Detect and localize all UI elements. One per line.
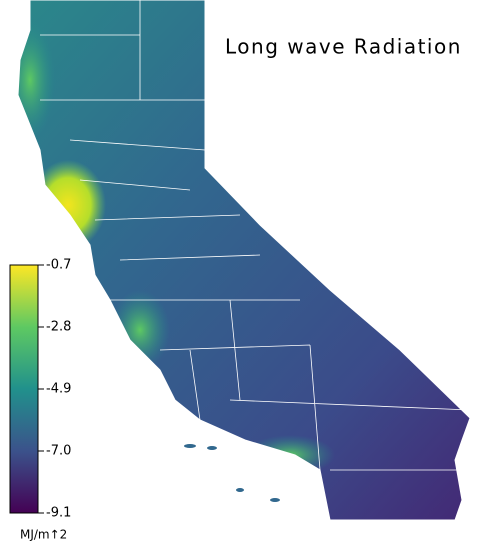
colorbar-tick-label: -7.0 [46, 444, 71, 459]
map-title: Long wave Radiation [225, 35, 462, 59]
colorbar-unit: MJ/m↑2 [20, 528, 67, 542]
colorbar-tick-label: -9.1 [46, 506, 71, 521]
channel-islands [184, 444, 280, 502]
county-lines [40, 0, 470, 471]
colorbar-tick-label: -4.9 [46, 382, 71, 397]
colorbar [9, 264, 39, 514]
la-high [245, 435, 335, 475]
north-coast-high [18, 20, 55, 140]
bay-area-high [30, 160, 106, 250]
central-coast-high [110, 290, 170, 370]
colorbar-tick-label: -0.7 [46, 258, 71, 273]
state-outline [17, 0, 471, 521]
colorbar-tick-label: -2.8 [46, 320, 71, 335]
